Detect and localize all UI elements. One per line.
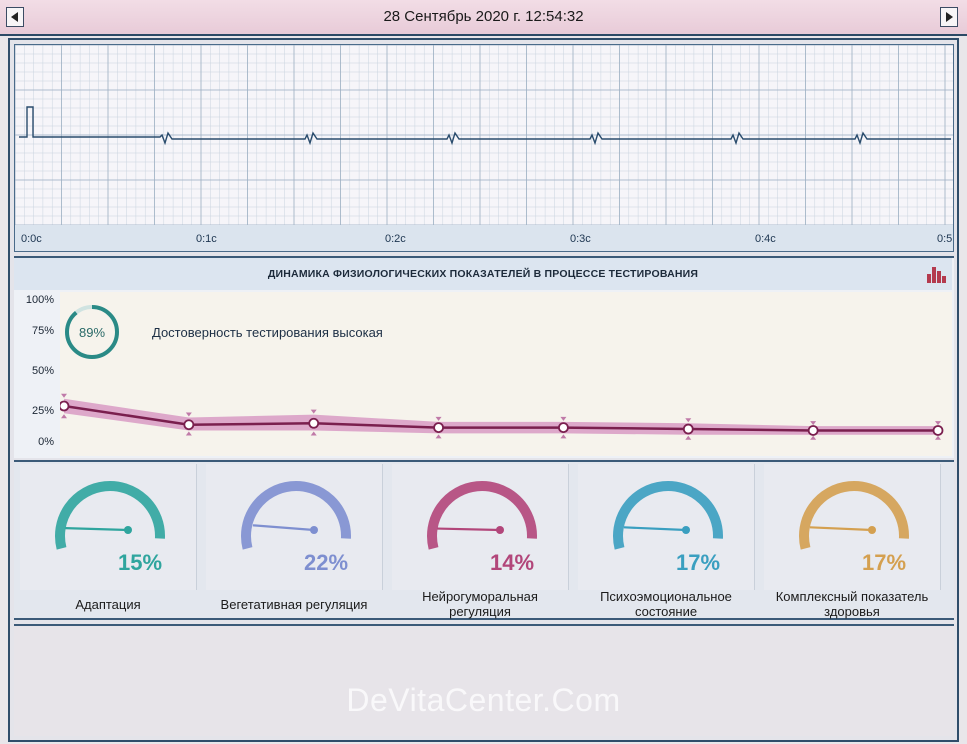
data-point [558, 422, 569, 434]
data-point [433, 422, 444, 434]
lower-marker [685, 435, 692, 440]
time-tick: 0:2с [385, 233, 406, 245]
ecg-panel: 0:0с 0:1с 0:2с 0:3с 0:4с 0:5 [14, 44, 954, 252]
data-point [308, 417, 320, 429]
confidence-band [64, 398, 938, 435]
datetime-label: 28 Сентябрь 2020 г. 12:54:32 [383, 8, 584, 25]
ecg-grid [15, 45, 953, 225]
time-axis: 0:0с 0:1с 0:2с 0:3с 0:4с 0:5 [15, 225, 953, 251]
watermark: DeVitaCenter.Com [346, 682, 621, 718]
time-tick: 0:0с [21, 233, 42, 245]
lower-marker [810, 435, 817, 440]
reliability-ring [65, 305, 119, 359]
upper-marker [61, 393, 67, 398]
gauge-value: 22% [304, 550, 349, 575]
bottom-panel [14, 624, 954, 736]
gauge-hub [682, 526, 690, 534]
arrow-left-icon [11, 12, 18, 22]
gauge-needle [809, 526, 873, 532]
gauge-label: Адаптация [75, 596, 141, 612]
lower-marker [935, 435, 941, 440]
gauge-label: Вегетативная регуляция [220, 596, 368, 612]
upper-marker [435, 416, 442, 421]
data-point [183, 419, 195, 431]
upper-marker [310, 409, 317, 414]
gauge-label-area: Комплексный показатель здоровья [764, 589, 940, 619]
time-tick: 0:3с [570, 233, 591, 245]
gauge-value: 17% [676, 550, 721, 575]
data-point [807, 425, 819, 436]
gauge-label: Комплексный показатель здоровья [775, 589, 929, 619]
gauge-icon [427, 481, 537, 550]
gauge-hub [496, 526, 504, 534]
next-button[interactable] [940, 7, 958, 27]
gauge-row: 15% Адаптация 22% Вегетативная регуляция 14%… [14, 460, 954, 620]
gauge-value: 14% [490, 550, 535, 575]
data-point [932, 425, 944, 436]
previous-button[interactable] [6, 7, 24, 27]
gauge-card: 17% [764, 464, 941, 590]
gauge-hub [124, 526, 132, 534]
gauge-needle [252, 524, 315, 532]
dynamics-chart: 89% Достоверность тестирования высокая [58, 305, 944, 440]
lower-marker [310, 431, 317, 436]
gauge-card: 22% [206, 464, 383, 590]
lower-marker [61, 414, 67, 419]
dynamics-plot: 89% Достоверность тестирования высокая [58, 292, 952, 456]
upper-marker [810, 421, 817, 426]
reliability-text: Достоверность тестирования высокая [152, 325, 383, 340]
lower-marker [185, 431, 192, 436]
lower-marker [435, 434, 442, 439]
gauge-card: 15% [20, 464, 197, 590]
gauge-label-area: Вегетативная регуляция [206, 590, 382, 618]
dynamics-header: ДИНАМИКА ФИЗИОЛОГИЧЕСКИХ ПОКАЗАТЕЛЕЙ В П… [14, 258, 952, 290]
reliability-percent: 89% [79, 325, 105, 340]
y-tick-label: 0% [38, 436, 54, 448]
gauge-needle [65, 527, 129, 532]
lower-marker [560, 434, 567, 439]
title-bar: 28 Сентябрь 2020 г. 12:54:32 [0, 0, 967, 36]
dynamics-panel: ДИНАМИКА ФИЗИОЛОГИЧЕСКИХ ПОКАЗАТЕЛЕЙ В П… [14, 256, 954, 458]
gauge-value: 15% [118, 550, 163, 575]
gauge-hub [868, 526, 876, 534]
gauge-arc [613, 481, 723, 550]
gauge-arc [427, 481, 537, 550]
gauge-icon [55, 481, 165, 550]
gauge-label-area: Нейрогуморальная регуляция [392, 589, 568, 619]
time-tick: 0:4с [755, 233, 776, 245]
y-tick-label: 75% [31, 325, 54, 337]
upper-marker [935, 421, 941, 426]
ecg-trace [19, 106, 951, 146]
upper-marker [560, 416, 567, 421]
time-tick: 0:5 [937, 233, 953, 245]
gauge-needle [437, 527, 501, 532]
y-tick-label: 50% [31, 365, 54, 377]
gauge-icon [799, 481, 909, 550]
upper-marker [185, 412, 192, 417]
bar-chart-icon[interactable] [926, 265, 946, 283]
data-point [58, 400, 70, 412]
gauge-arc [55, 481, 165, 550]
data-point [682, 423, 694, 435]
gauge-hub [310, 526, 318, 534]
gauge-card: 17% [578, 464, 755, 590]
gauge-needle [623, 526, 687, 532]
arrow-right-icon [946, 12, 953, 22]
gauge-icon [241, 481, 351, 550]
y-tick-label: 25% [31, 405, 54, 417]
gauge-label-area: Психоэмоциональное состояние [578, 589, 754, 619]
gauge-card: 14% [392, 464, 569, 590]
gauge-arc [799, 481, 909, 550]
y-tick-label: 100% [25, 294, 54, 306]
gauge-arc [241, 481, 351, 550]
dynamics-title: ДИНАМИКА ФИЗИОЛОГИЧЕСКИХ ПОКАЗАТЕЛЕЙ В П… [267, 268, 699, 280]
upper-marker [685, 418, 692, 423]
series-line [63, 404, 938, 432]
gauge-label: Нейрогуморальная регуляция [422, 589, 538, 619]
time-tick: 0:1с [196, 233, 217, 245]
gauge-label: Психоэмоциональное состояние [600, 589, 732, 619]
gauge-icon [613, 481, 723, 550]
gauge-value: 17% [862, 550, 907, 575]
gauge-label-area: Адаптация [20, 590, 196, 618]
